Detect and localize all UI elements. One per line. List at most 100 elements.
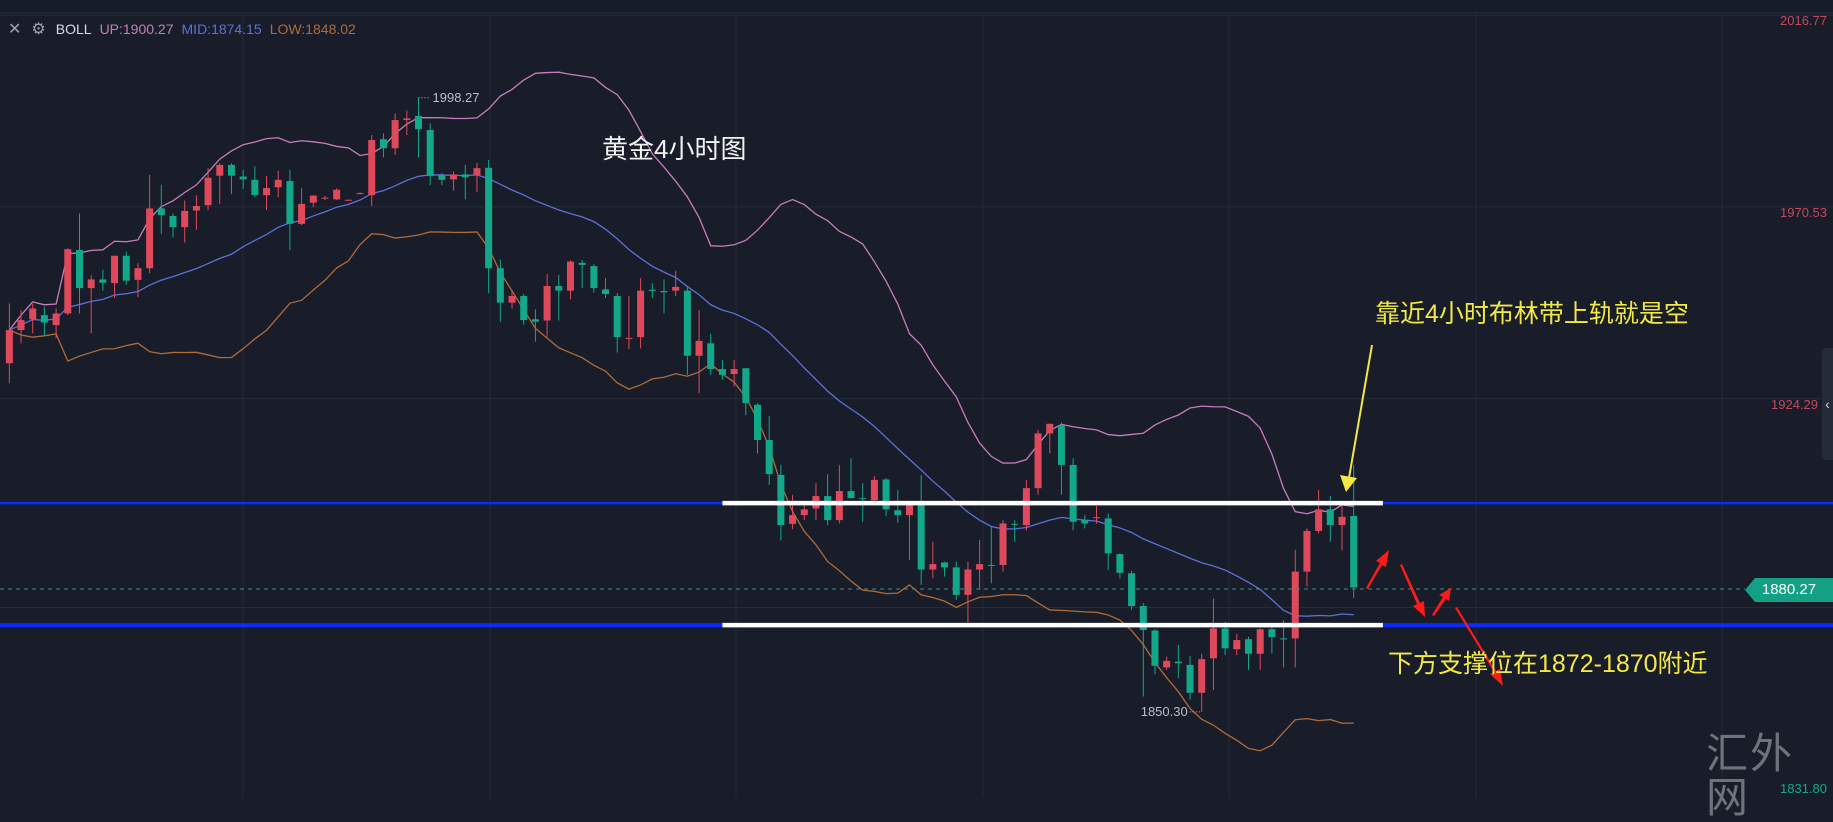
boll-low-value: LOW:1848.02 <box>269 21 356 37</box>
boll-middle-line <box>9 174 1354 617</box>
candle-body <box>987 564 995 566</box>
candle <box>602 278 610 299</box>
candle <box>1186 655 1194 700</box>
yellow-arrow[interactable] <box>1340 344 1373 492</box>
candle <box>75 213 83 314</box>
candle-body <box>929 564 937 570</box>
candle <box>1256 628 1264 670</box>
candle-body <box>309 195 317 203</box>
candle-body <box>1350 515 1358 588</box>
candle-body <box>1174 661 1182 664</box>
candle <box>1069 458 1077 531</box>
candle-body <box>274 179 282 188</box>
candle-body <box>637 290 645 338</box>
candle <box>134 263 142 298</box>
candle-body <box>1151 630 1159 666</box>
candle-body <box>1233 640 1241 650</box>
candle-body <box>64 249 72 314</box>
candle <box>1350 464 1358 599</box>
candle <box>672 270 680 297</box>
candle-body <box>1338 516 1346 526</box>
red-arrows[interactable] <box>1366 550 1503 686</box>
candle <box>964 561 972 623</box>
candle-body <box>508 296 516 303</box>
candle-body <box>75 249 83 289</box>
candle-body <box>134 268 142 280</box>
candle-body <box>1209 628 1217 659</box>
candle <box>239 169 247 189</box>
candle <box>882 478 890 516</box>
price-axis-label: 2016.77 <box>1780 13 1827 28</box>
candle <box>742 368 750 416</box>
candle <box>999 520 1007 572</box>
candle-body <box>578 262 586 265</box>
candlestick-chart[interactable]: 1998.27 1850.30 <box>0 0 1833 798</box>
candle-body <box>344 199 352 201</box>
candle <box>52 308 60 339</box>
candle-body <box>461 174 469 178</box>
low-price-label: 1850.30 <box>1141 704 1188 719</box>
candle-body <box>1034 433 1042 489</box>
candle <box>1104 513 1112 570</box>
candle <box>730 359 738 387</box>
candle-body <box>520 296 528 321</box>
candle-body <box>1046 423 1054 434</box>
candle <box>1128 570 1136 610</box>
candle <box>695 310 703 394</box>
candle <box>1233 633 1241 655</box>
red-arrow-up-2[interactable] <box>1432 588 1451 616</box>
candle <box>543 274 551 337</box>
candle <box>1034 430 1042 495</box>
candle-body <box>707 343 715 370</box>
boll-legend: ✕ ⚙ BOLL UP:1900.27 MID:1874.15 LOW:1848… <box>8 19 364 39</box>
candle <box>718 359 726 380</box>
candle-body <box>450 174 458 180</box>
high-price-label: 1998.27 <box>433 90 480 105</box>
red-arrow-down-1[interactable] <box>1400 564 1425 617</box>
red-arrow-up-1[interactable] <box>1366 550 1389 589</box>
candle-body <box>87 279 95 289</box>
candle-body <box>1116 554 1124 573</box>
candle <box>146 174 154 274</box>
price-axis-label: 1924.29 <box>1771 396 1818 412</box>
candle-body <box>99 279 107 283</box>
candle-body <box>718 369 726 375</box>
candle-body <box>5 330 13 364</box>
candle <box>824 474 832 526</box>
panel-collapse-handle[interactable]: ‹ <box>1822 348 1833 460</box>
candle-body <box>754 404 762 441</box>
candle <box>1303 528 1311 587</box>
candle <box>391 113 399 155</box>
candle <box>438 173 446 186</box>
candle <box>905 500 913 560</box>
candle <box>754 403 762 454</box>
candle <box>1268 623 1276 654</box>
candle <box>637 278 645 349</box>
candle <box>1198 653 1206 712</box>
candle <box>929 541 937 579</box>
candle <box>1291 550 1299 668</box>
candle <box>64 248 72 316</box>
candle <box>1315 489 1323 534</box>
close-x-icon[interactable]: ✕ <box>8 21 22 38</box>
candle-body <box>1315 509 1323 531</box>
chevron-left-icon[interactable]: ‹ <box>1825 396 1830 412</box>
candle-body <box>286 181 294 224</box>
candle <box>286 169 294 250</box>
candle-body <box>847 491 855 499</box>
candle-body <box>531 319 539 322</box>
gear-icon[interactable]: ⚙ <box>31 21 46 38</box>
candle <box>298 188 306 226</box>
red-arrow-down-2[interactable] <box>1455 607 1503 686</box>
candle-body <box>859 498 867 500</box>
candle <box>333 188 341 201</box>
candle-body <box>111 255 119 284</box>
candle <box>450 171 458 191</box>
boll-upper-line <box>8 71 1354 515</box>
candle <box>847 458 855 499</box>
candle-body <box>1221 628 1229 649</box>
horizontal-lines[interactable] <box>0 500 1833 628</box>
candle <box>648 283 656 299</box>
candle <box>1163 656 1171 670</box>
candle-body <box>298 203 306 224</box>
